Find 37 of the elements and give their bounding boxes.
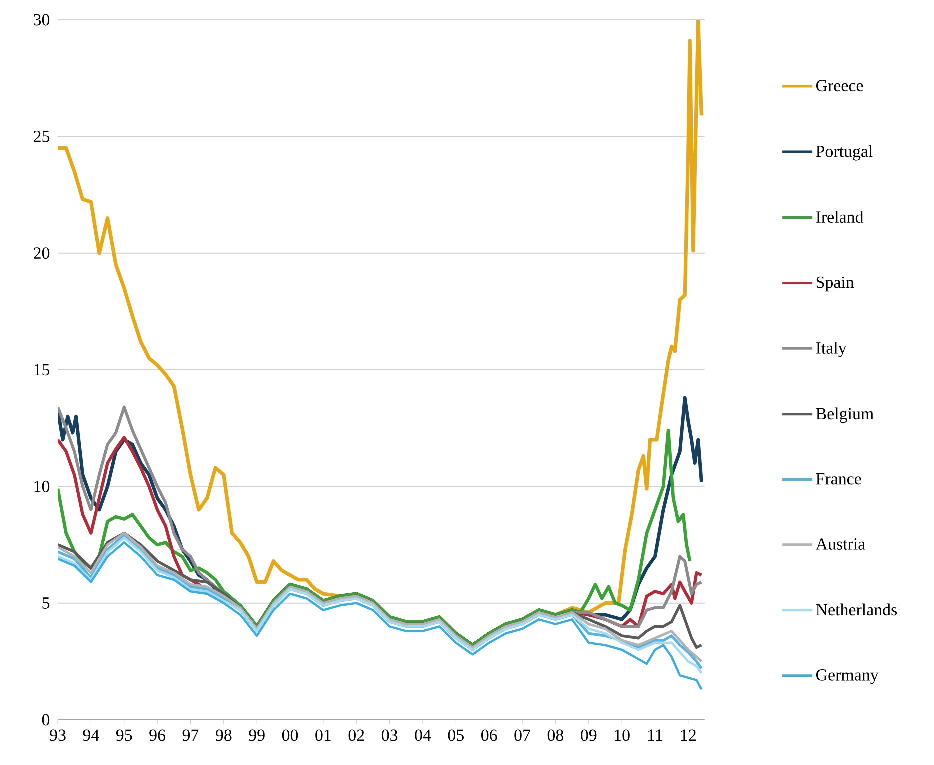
x-tick-label: 09 <box>581 730 597 742</box>
legend-label: Belgium <box>816 408 874 424</box>
x-tick-label: 08 <box>548 730 564 742</box>
x-tick-label: 10 <box>615 730 630 742</box>
legend-label: Portugal <box>816 145 873 161</box>
x-tick-label: 96 <box>150 730 166 742</box>
x-tick-label: 98 <box>216 730 232 742</box>
legend-label: Germany <box>816 669 879 684</box>
x-tick-label: 00 <box>282 730 298 742</box>
x-tick-label: 93 <box>50 730 66 742</box>
x-tick-label: 02 <box>348 730 364 742</box>
legend-label: France <box>816 473 862 485</box>
x-tick-label: 12 <box>681 730 696 741</box>
y-tick-label: 20 <box>34 248 50 260</box>
legend-label: Austria <box>816 538 866 550</box>
x-tick-label: 04 <box>415 730 432 742</box>
legend-label: Italy <box>816 342 847 358</box>
y-tick-label: 25 <box>34 130 50 142</box>
x-tick-label: 11 <box>648 730 662 741</box>
x-tick-label: 06 <box>482 730 498 742</box>
y-tick-label: 10 <box>34 480 50 492</box>
y-tick-label: 0 <box>42 714 50 726</box>
y-tick-label: 15 <box>34 364 50 376</box>
legend-label: Spain <box>816 276 854 292</box>
legend-label: Ireland <box>816 211 864 224</box>
x-tick-label: 05 <box>448 730 464 742</box>
x-tick-label: 95 <box>116 730 132 742</box>
y-tick-label: 5 <box>42 598 50 609</box>
x-tick-label: 94 <box>83 730 100 742</box>
legend-label: Greece <box>816 80 864 92</box>
legend-label: Netherlands <box>816 604 898 616</box>
x-tick-label: 97 <box>182 730 199 742</box>
x-tick-label: 99 <box>249 730 265 742</box>
y-tick-label: 30 <box>34 14 50 26</box>
x-tick-label: 01 <box>316 730 331 742</box>
x-tick-label: 07 <box>514 730 531 742</box>
x-tick-label: 03 <box>382 730 398 742</box>
